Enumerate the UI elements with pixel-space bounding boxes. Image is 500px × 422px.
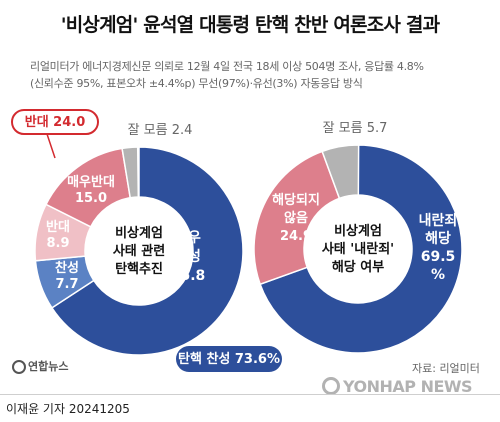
data-label-2-0-line: 69.5 xyxy=(421,249,456,265)
support-callout: 탄핵 찬성 73.6% xyxy=(178,351,280,367)
byline: 이재윤 기자 20241205 xyxy=(6,402,130,416)
data-label-1-2-line: 8.9 xyxy=(46,236,69,251)
brand-name: 연합뉴스 xyxy=(28,360,69,373)
data-label-2-2-line: 잘 모름 5.7 xyxy=(323,121,388,136)
data-label-1-2: 반대 8.9 xyxy=(46,219,70,251)
center-label-2-line: 해당 여부 xyxy=(332,259,384,275)
watermark-text: YONHAP NEWS xyxy=(343,377,473,396)
center-label-2-line: 사태 '내란죄' xyxy=(322,241,394,257)
data-label-1-0-line: 65.8 xyxy=(171,268,206,284)
data-label-2-0: 내란죄 해당 69.5% xyxy=(419,212,458,283)
support-callout-box xyxy=(176,346,282,372)
data-label-1-0-line: 찬성 xyxy=(175,248,201,265)
slice-2-1 xyxy=(253,150,341,286)
data-label-1-1: 찬성 7.7 xyxy=(55,260,79,292)
yonhap-logo-icon xyxy=(12,360,26,374)
watermark: YONHAP NEWS xyxy=(322,377,473,396)
survey-info-line-1: 리얼미터가 에너지경제신문 의뢰로 12월 4일 전국 18세 이상 504명 … xyxy=(30,60,424,73)
yonhap-brand: 연합뉴스 xyxy=(12,358,68,374)
center-label-1-line: 탄핵추진 xyxy=(115,261,163,277)
data-label-2-0-line: 해당 xyxy=(425,230,451,247)
data-label-2-1-line: 해당되지 xyxy=(272,192,320,208)
slice-1-4 xyxy=(121,146,140,199)
support-callout-line: 탄핵 찬성 73.6% xyxy=(178,351,280,367)
chart-title: '비상계엄' 윤석열 대통령 탄핵 찬반 여론조사 결과 xyxy=(60,14,440,36)
data-label-1-4-line: 잘 모름 2.4 xyxy=(128,123,193,138)
data-label-1-3-line: 매우반대 xyxy=(67,174,115,190)
slice-1-0 xyxy=(50,146,244,356)
oppose-callout-line xyxy=(46,133,56,159)
source-note: 자료: 리얼미터 xyxy=(412,362,480,375)
survey-info-line-2: (신뢰수준 95%, 표본오차 ±4.4%p) 무선(97%)·유선(3%) 자… xyxy=(30,77,363,90)
center-label-2-line: 비상계엄 xyxy=(334,224,382,239)
data-label-2-1-line: 24.9 xyxy=(280,229,312,244)
data-label-2-2: 잘 모름 5.7 xyxy=(323,121,388,136)
oppose-callout: 반대 24.0 xyxy=(25,114,86,130)
data-label-1-3-line: 15.0 xyxy=(75,191,107,206)
data-label-1-0-line: 매우 xyxy=(175,230,201,246)
center-label-1-line: 사태 관련 xyxy=(113,243,165,259)
data-label-2-0-line: 내란죄 xyxy=(419,212,458,229)
footer-divider xyxy=(0,394,500,395)
data-label-1-1-line: 7.7 xyxy=(55,277,78,292)
data-label-1-3: 매우반대 15.0 xyxy=(67,174,115,206)
slice-2-2 xyxy=(321,144,360,200)
data-label-1-1-line: 찬성 xyxy=(55,260,79,276)
center-label-1-line: 비상계엄 xyxy=(115,226,163,241)
data-label-1-2-line: 반대 xyxy=(46,219,70,235)
data-label-1-4: 잘 모름 2.4 xyxy=(128,123,193,138)
oppose-callout-line: 반대 24.0 xyxy=(25,114,86,130)
slice-2-0 xyxy=(259,144,463,354)
yonhap-watermark-icon xyxy=(322,377,340,395)
data-label-2-1-line: 않음 xyxy=(284,210,308,226)
oppose-callout-box xyxy=(11,109,99,135)
data-label-2-0-line: % xyxy=(431,267,445,283)
